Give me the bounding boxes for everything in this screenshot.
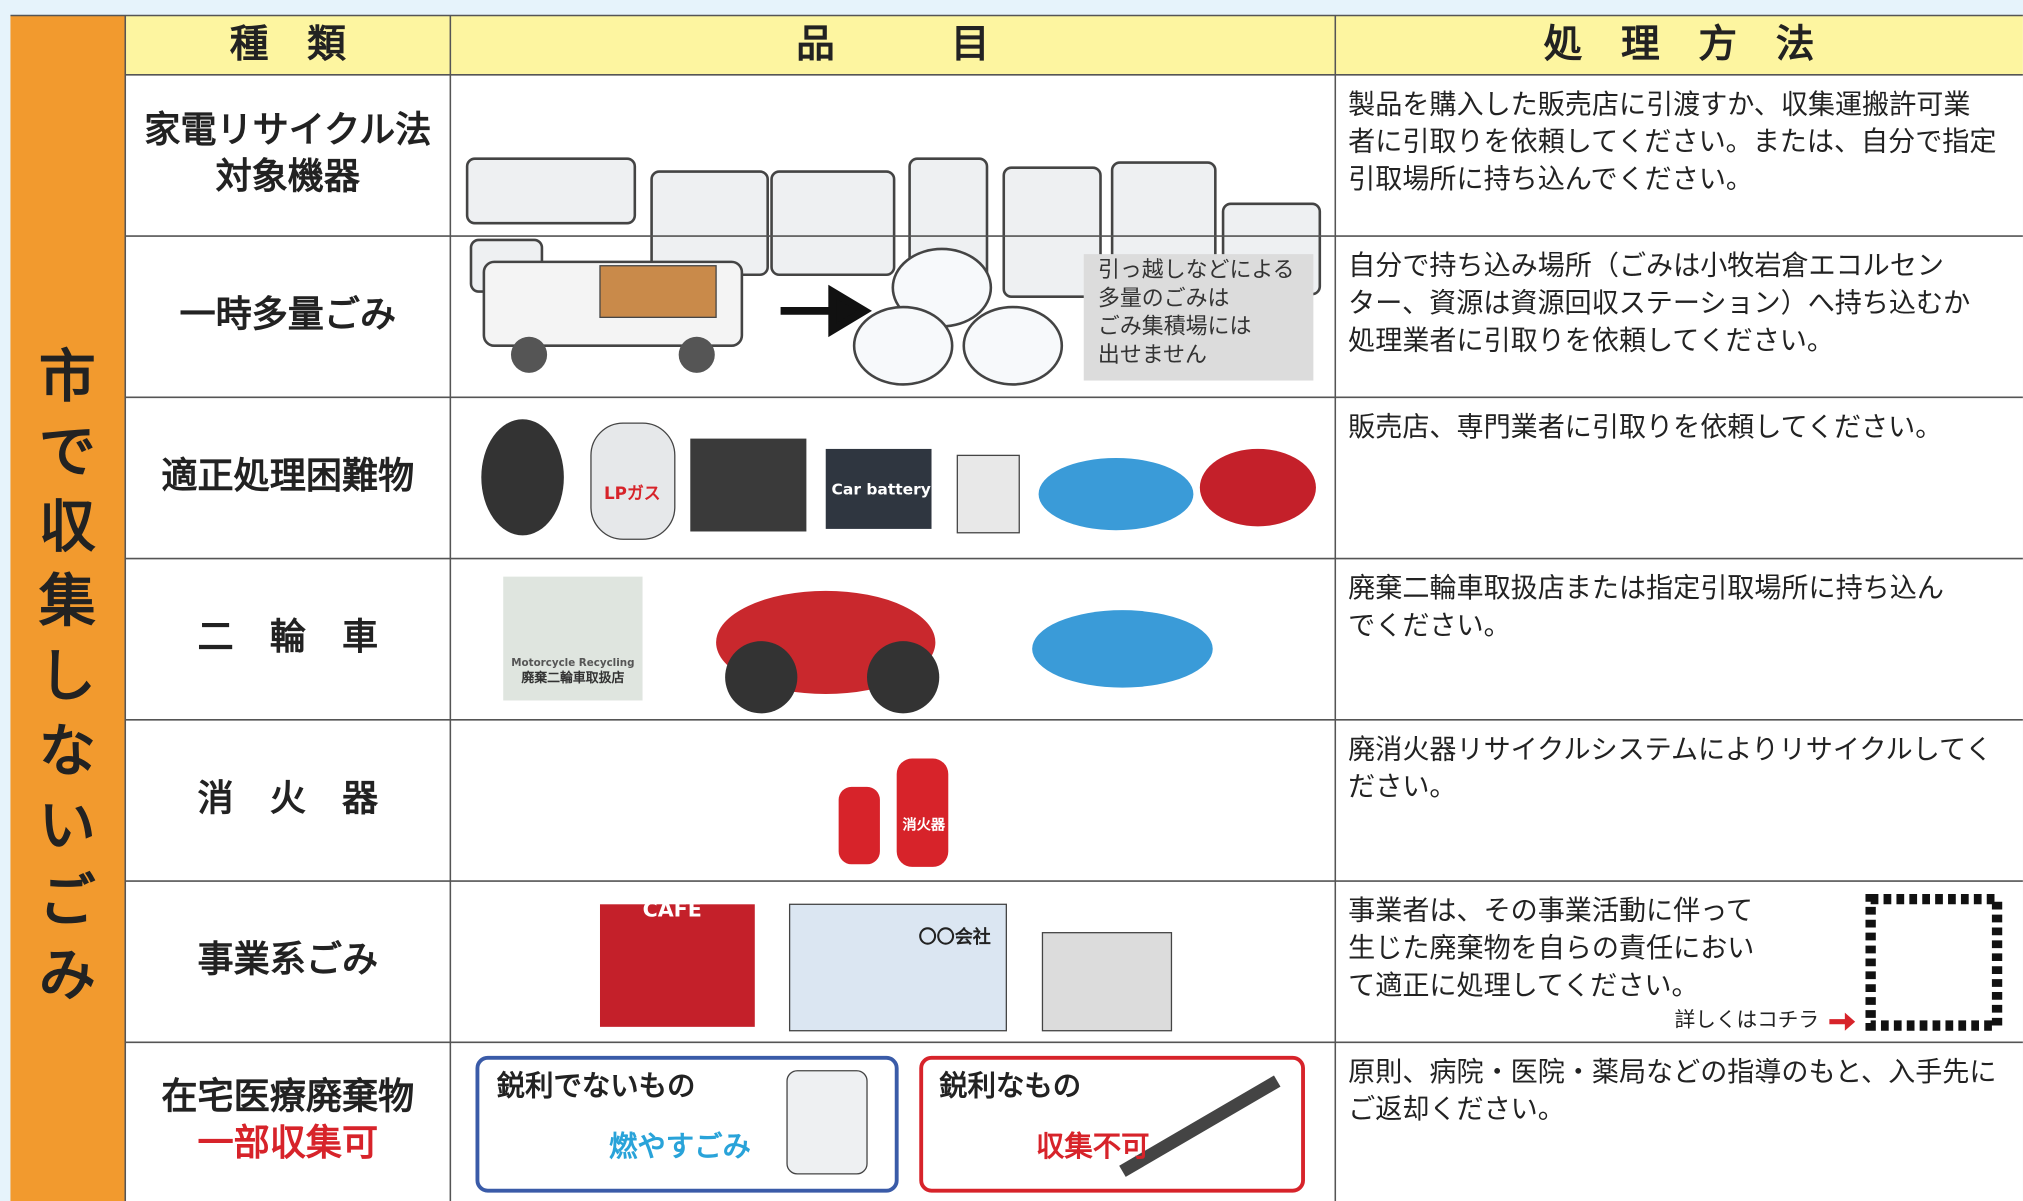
method-text: 者に引取りを依頼してください。または、自分で指定 (1348, 127, 1996, 158)
extinguisher-icon (838, 786, 880, 865)
type-label: 家電リサイクル法 (144, 108, 431, 151)
wheel (510, 336, 548, 373)
link-text: 詳しくはコチラ (1675, 1007, 1819, 1031)
note-text: 出せません (1098, 343, 1207, 368)
picture-label: LPガス (604, 483, 661, 503)
battery-icon (825, 448, 932, 529)
recycle-logo (503, 576, 643, 701)
wheel (678, 336, 715, 373)
header-label: 品 目 (796, 22, 989, 67)
picture-label: Motorcycle Recycling (511, 657, 634, 669)
side-label-char: 市 (39, 344, 96, 410)
note-text: ごみ集積場には (1098, 315, 1251, 340)
extinguisher-icon (896, 758, 949, 867)
scooter-icon (1032, 610, 1213, 688)
safe-icon (690, 438, 807, 532)
method-text: ター、資源は資源回収ステーション）へ持ち込むか (1348, 288, 1970, 319)
type-label: 対象機器 (216, 155, 361, 198)
picture-label: 廃棄二輪車取扱店 (521, 670, 624, 686)
syringe-icon (1119, 1075, 1281, 1177)
appliance-icon (465, 157, 637, 225)
method-text: 製品を購入した販売店に引渡すか、収集運搬許可業 (1348, 89, 1970, 120)
method-text: ご返却ください。 (1348, 1094, 1565, 1125)
side-label-char: で (39, 419, 96, 485)
header-label: 処 理 方 法 (1544, 22, 1815, 67)
type-label: 一部収集可 (198, 1121, 379, 1164)
type-label: 消 火 器 (198, 776, 379, 819)
method-text: 自分で持ち込み場所（ごみは小牧岩倉エコルセン (1348, 251, 1944, 282)
bag-icon (852, 305, 954, 386)
gas-icon (590, 422, 676, 540)
side-label-char: み (39, 943, 96, 1009)
picture-label: Car battery (832, 481, 931, 499)
side-label-char: ご (39, 868, 96, 934)
method-text: 処理業者に引取りを依頼してください。 (1348, 325, 1834, 356)
side-label-char: 集 (38, 569, 96, 635)
box-title: 鋭利でないもの (497, 1069, 696, 1102)
side-label-char: し (39, 643, 96, 709)
box-sharp (919, 1055, 1305, 1193)
method-text: でください。 (1348, 610, 1510, 641)
method-text: 廃消火器リサイクルシステムによりリサイクルしてく (1348, 734, 1992, 765)
method-text: 廃棄二輪車取扱店または指定引取場所に持ち込ん (1348, 573, 1944, 604)
picture-label: CAFE (643, 898, 702, 922)
cafe-icon (599, 904, 755, 1027)
tiller-icon (1199, 448, 1316, 527)
tire-icon (481, 419, 564, 536)
wheel (867, 641, 940, 714)
factory-icon (1041, 932, 1173, 1032)
appliance-icon (770, 170, 896, 277)
picture-label: 消火器 (902, 817, 945, 834)
qr-code (1865, 893, 2003, 1031)
header-row (125, 15, 2023, 75)
building-icon (788, 903, 1007, 1032)
header-label: 種 類 (230, 22, 346, 67)
method-text: 生じた廃棄物を自らの責任におい (1348, 933, 1754, 964)
furniture-icon (599, 265, 717, 318)
note-text: 引っ越しなどによる (1098, 258, 1295, 283)
appliance-icon (1002, 166, 1102, 298)
type-label: 事業系ごみ (198, 938, 379, 981)
method-text: 販売店、専門業者に引取りを依頼してください。 (1348, 412, 1942, 443)
method-text: 原則、病院・医院・薬局などの指導のもと、入手先に (1348, 1057, 1996, 1088)
side-band (10, 15, 126, 1201)
method-text: 引取場所に持ち込んでください。 (1348, 164, 1753, 195)
note-text: 多量のごみは (1098, 286, 1230, 311)
appliance-icon (650, 170, 769, 277)
picture-label: 〇〇会社 (919, 926, 991, 948)
wheel (725, 641, 798, 714)
type-label: 適正処理困難物 (161, 454, 414, 497)
box-result: 収集不可 (1036, 1130, 1150, 1163)
paint-icon (956, 454, 1020, 534)
note-box (1083, 254, 1314, 381)
type-label: 二 輪 車 (198, 615, 379, 658)
scooter-icon (1038, 457, 1194, 531)
side-label-char: い (39, 793, 96, 859)
type-label: 一時多量ごみ (179, 293, 396, 336)
method-text: て適正に処理してください。 (1348, 970, 1698, 1001)
box-title: 鋭利なもの (939, 1069, 1081, 1102)
iv-bag-icon (786, 1070, 868, 1175)
side-label-char: 収 (39, 494, 96, 560)
method-text: ださい。 (1348, 772, 1456, 803)
arrow (780, 284, 872, 338)
bag-icon (962, 305, 1064, 386)
type-label: 在宅医療廃棄物 (161, 1074, 414, 1117)
side-label-char: な (39, 718, 96, 784)
method-text: 事業者は、その事業活動に伴って (1348, 896, 1753, 927)
box-result: 燃やすごみ (609, 1130, 751, 1163)
link-arrow (1829, 1012, 1856, 1031)
